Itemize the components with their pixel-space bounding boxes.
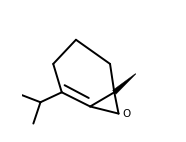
Text: O: O — [122, 109, 131, 119]
Polygon shape — [113, 74, 136, 94]
